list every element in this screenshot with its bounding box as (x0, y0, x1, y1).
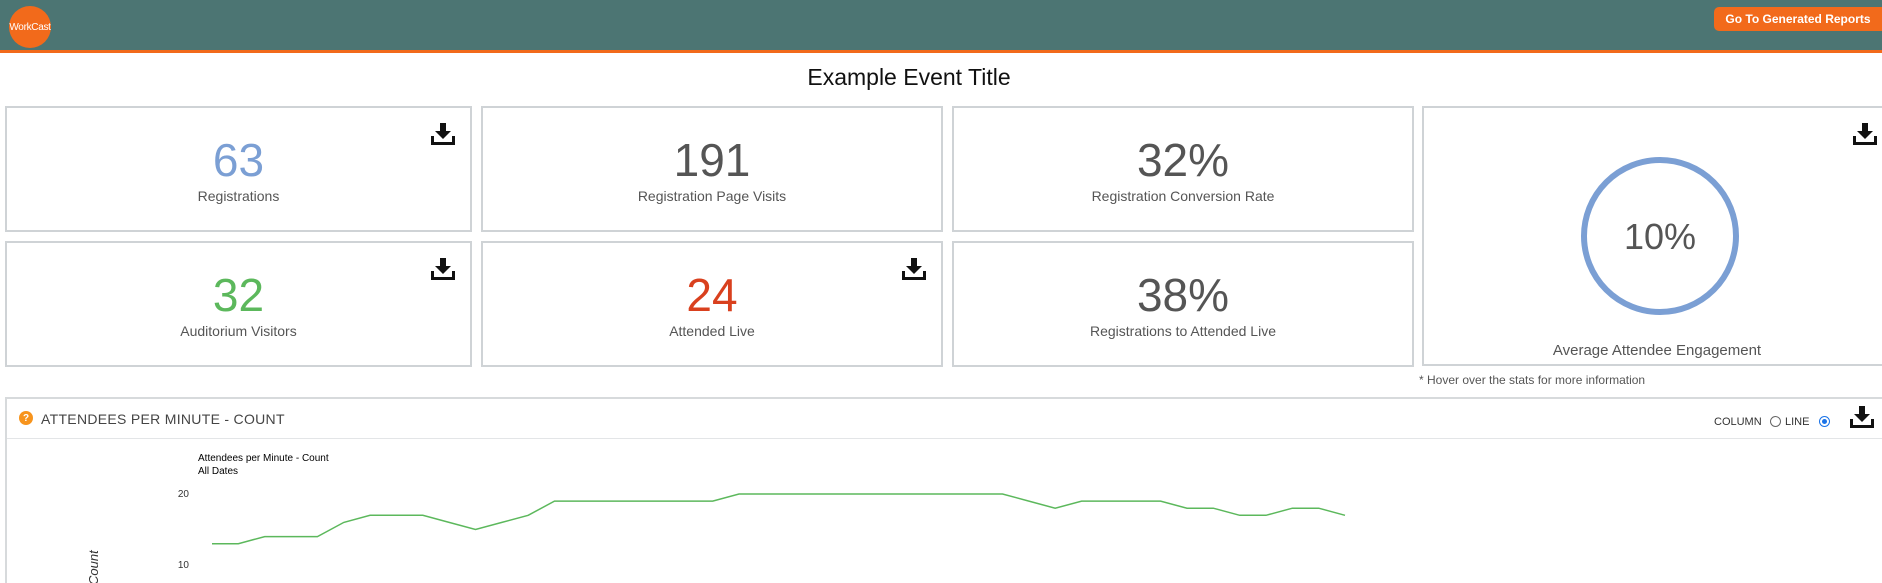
chart-header: ? ATTENDEES PER MINUTE - COUNT COLUMN LI… (7, 399, 1882, 439)
column-radio[interactable] (1770, 416, 1781, 427)
engagement-donut (1581, 157, 1739, 315)
registrations-to-live-value: 38% (1136, 269, 1230, 321)
download-icon[interactable] (1852, 122, 1878, 146)
registrations-card[interactable]: 63 Registrations (5, 106, 472, 232)
page-visits-card[interactable]: 191 Registration Page Visits (481, 106, 943, 232)
top-bar: WorkCast Go To Generated Reports (0, 0, 1882, 53)
download-icon[interactable] (901, 257, 927, 281)
registrations-to-live-label: Registrations to Attended Live (1089, 323, 1276, 339)
attendees-line-chart: Attendees per Minute - Count All Dates 20 1… (86, 453, 1346, 583)
engagement-ring (1581, 157, 1739, 315)
conversion-rate-value: 32% (1136, 134, 1230, 186)
engagement-value: 10% (1623, 216, 1697, 257)
column-option-label: COLUMN (1714, 416, 1762, 428)
chart-title: Attendees per Minute - Count (198, 453, 329, 464)
registrations-value: 63 (212, 134, 265, 186)
chart-subtitle: All Dates (198, 466, 238, 477)
hover-note: * Hover over the stats for more informat… (1419, 373, 1646, 387)
conversion-rate-card[interactable]: 32% Registration Conversion Rate (952, 106, 1414, 232)
y-axis-label: Count (86, 549, 101, 583)
auditorium-visitors-label: Auditorium Visitors (180, 323, 297, 339)
series-line (212, 493, 1346, 545)
page-visits-label: Registration Page Visits (637, 188, 787, 204)
y-tick-label: 20 (178, 489, 190, 500)
engagement-card[interactable]: 10% Average Attendee Engagement (1422, 106, 1882, 366)
registrations-to-live-card[interactable]: 38% Registrations to Attended Live (952, 241, 1414, 367)
y-tick-label: 10 (178, 560, 190, 571)
engagement-label: Average Attendee Engagement (1552, 342, 1762, 359)
registrations-label: Registrations (197, 188, 280, 204)
page-visits-value: 191 (673, 134, 751, 186)
auditorium-visitors-value: 32 (212, 269, 265, 321)
line-radio[interactable] (1819, 416, 1830, 427)
download-icon[interactable] (1849, 405, 1875, 429)
workcast-logo[interactable]: WorkCast (9, 6, 51, 48)
go-to-generated-reports-button[interactable]: Go To Generated Reports (1714, 7, 1882, 31)
chart-panel-heading: ATTENDEES PER MINUTE - COUNT (41, 411, 285, 427)
attended-live-label: Attended Live (669, 323, 755, 339)
event-title: Example Event Title (807, 64, 1011, 90)
attended-live-value: 24 (686, 269, 738, 321)
attended-live-card[interactable]: 24 Attended Live (481, 241, 943, 367)
conversion-rate-label: Registration Conversion Rate (1091, 188, 1275, 204)
auditorium-visitors-card[interactable]: 32 Auditorium Visitors (5, 241, 472, 367)
download-icon[interactable] (430, 122, 456, 146)
download-icon[interactable] (430, 257, 456, 281)
attendees-chart-panel: ? ATTENDEES PER MINUTE - COUNT COLUMN LI… (5, 397, 1882, 583)
line-option-label: LINE (1785, 416, 1810, 428)
help-icon[interactable]: ? (19, 411, 33, 425)
